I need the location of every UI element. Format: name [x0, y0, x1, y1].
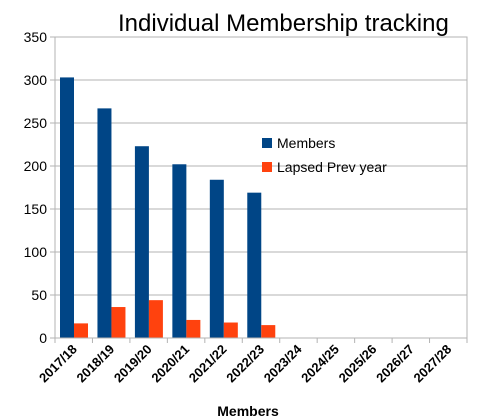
legend-label: Members	[277, 135, 335, 151]
x-tick-label: 2019/20	[111, 342, 155, 386]
bar-lapsed	[223, 322, 238, 338]
x-tick-label: 2026/27	[373, 342, 417, 386]
bars	[60, 77, 276, 339]
legend: Members Lapsed Prev year	[262, 135, 387, 175]
legend-swatch	[262, 162, 272, 172]
y-tick-label: 300	[24, 72, 48, 88]
y-tick-label: 250	[24, 115, 48, 131]
bar-members	[247, 192, 262, 338]
y-tick-label: 200	[24, 158, 48, 174]
bar-members	[134, 146, 149, 338]
axes	[50, 36, 468, 343]
bar-lapsed	[261, 325, 276, 338]
x-tick-label: 2025/26	[336, 342, 380, 386]
y-tick-label: 100	[24, 244, 48, 260]
bar-lapsed	[148, 300, 163, 338]
bar-members	[60, 77, 74, 339]
y-tick-label: 150	[24, 201, 48, 217]
bar-lapsed	[111, 307, 126, 338]
plot-frame	[54, 36, 468, 339]
bar-members	[172, 164, 187, 338]
bar-lapsed	[186, 319, 201, 338]
y-tick-label: 350	[24, 29, 48, 45]
x-tick-label: 2024/25	[298, 342, 342, 386]
bar-members	[97, 108, 112, 338]
y-tick-label: 0	[39, 330, 47, 346]
x-axis-label: Members	[217, 403, 279, 419]
x-tick-label: 2023/24	[261, 341, 305, 385]
legend-swatch	[262, 138, 272, 148]
legend-label: Lapsed Prev year	[277, 159, 387, 175]
x-tick-label: 2022/23	[223, 342, 267, 386]
x-tick-label: 2021/22	[186, 342, 230, 386]
bar-lapsed	[74, 323, 88, 338]
x-tick-label: 2018/19	[73, 342, 117, 386]
x-tick-label: 2017/18	[36, 342, 80, 386]
bar-members	[209, 179, 224, 338]
x-tick-label: 2020/21	[148, 342, 192, 386]
chart-title: Individual Membership tracking	[118, 10, 449, 37]
tick-labels: 0 50 100 150 200 250 300 350 2017/182018/192019/…	[24, 29, 455, 385]
x-tick-label: 2027/28	[411, 342, 455, 386]
y-tick-label: 50	[31, 287, 47, 303]
